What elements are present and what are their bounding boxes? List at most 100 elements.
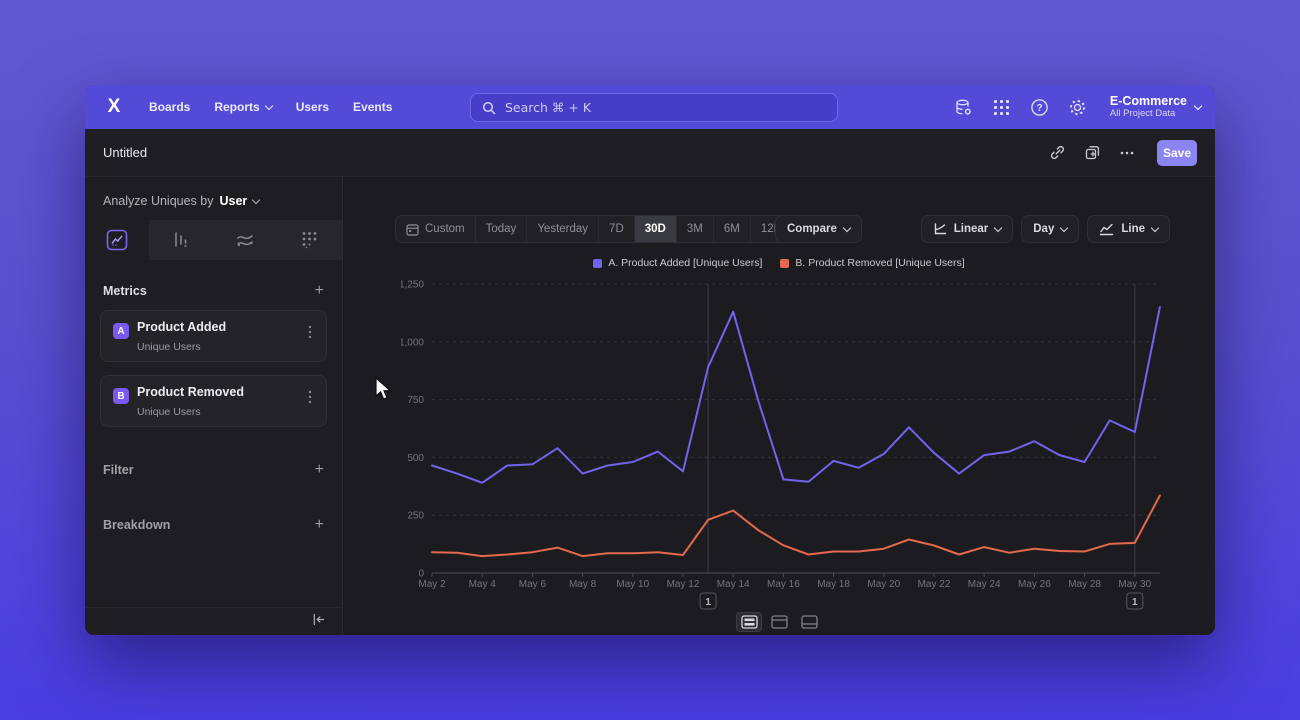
svg-text:May 12: May 12 [667, 579, 700, 590]
chevron-down-icon [842, 223, 852, 232]
tab-funnels[interactable] [149, 220, 213, 260]
calendar-icon [406, 223, 419, 236]
nav-item-reports[interactable]: Reports [214, 100, 273, 114]
svg-text:May 2: May 2 [418, 579, 446, 590]
metric-name: Product Removed [137, 385, 244, 399]
query-builder-sidebar: Analyze Uniques by User [85, 177, 343, 635]
nav-item-events[interactable]: Events [353, 100, 393, 114]
add-filter-button[interactable]: + [314, 461, 324, 478]
svg-text:May 24: May 24 [968, 579, 1001, 590]
svg-text:May 26: May 26 [1018, 579, 1051, 590]
add-metric-button[interactable]: + [314, 282, 324, 299]
svg-text:1: 1 [1132, 597, 1138, 608]
interval-dropdown[interactable]: Day [1021, 215, 1080, 243]
collapse-sidebar-icon[interactable] [311, 612, 326, 632]
metrics-header: Metrics [103, 284, 147, 298]
range-7d[interactable]: 7D [599, 216, 635, 242]
series-line [431, 306, 1161, 484]
svg-text:?: ? [1036, 103, 1042, 114]
svg-text:May 16: May 16 [767, 579, 800, 590]
range-6m[interactable]: 6M [714, 216, 751, 242]
tab-flows[interactable] [214, 220, 278, 260]
nav-right-cluster: ? E-Commerce All Project Data [954, 85, 1203, 129]
metric-measurement[interactable]: Unique Users [137, 406, 201, 418]
chart-and-table-view-icon[interactable] [736, 612, 762, 632]
svg-text:May 28: May 28 [1068, 579, 1101, 590]
settings-gear-icon[interactable] [1068, 98, 1087, 117]
chevron-down-icon [252, 195, 261, 204]
tab-retention[interactable] [278, 220, 342, 260]
annotation-badge[interactable]: 1 [699, 592, 717, 610]
range-yesterday[interactable]: Yesterday [527, 216, 600, 242]
copy-link-icon[interactable] [1048, 144, 1066, 162]
search-input[interactable]: Search ⌘ + K [470, 93, 838, 122]
svg-text:May 20: May 20 [867, 579, 900, 590]
svg-text:250: 250 [407, 511, 424, 522]
svg-text:May 30: May 30 [1118, 579, 1151, 590]
chart-type-dropdown[interactable]: Line [1087, 215, 1170, 243]
metric-letter-badge: B [113, 388, 129, 404]
metric-card-b[interactable]: B Product Removed Unique Users [100, 375, 327, 427]
search-icon [482, 101, 496, 114]
legend-item[interactable]: A. Product Added [Unique Users] [593, 257, 762, 269]
metric-card-a[interactable]: A Product Added Unique Users [100, 310, 327, 362]
report-title-bar: Untitled Save [85, 129, 1215, 177]
svg-text:750: 750 [407, 395, 424, 406]
top-nav: X Boards Reports Users Events Search ⌘ +… [85, 85, 1215, 129]
range-3m[interactable]: 3M [677, 216, 714, 242]
chevron-down-icon [1150, 223, 1160, 232]
chart-type-tabs [85, 220, 342, 260]
nav-links: Boards Reports Users Events [149, 100, 392, 114]
report-title[interactable]: Untitled [103, 145, 148, 160]
metric-measurement[interactable]: Unique Users [137, 341, 201, 353]
filter-label: Filter [103, 463, 134, 477]
save-button[interactable]: Save [1157, 139, 1197, 166]
apps-grid-icon[interactable] [992, 98, 1011, 117]
svg-text:May 18: May 18 [817, 579, 850, 590]
tab-insights[interactable] [85, 220, 149, 260]
metric-options-icon[interactable] [303, 324, 317, 345]
svg-text:May 4: May 4 [469, 579, 497, 590]
svg-text:0: 0 [418, 569, 424, 580]
search-placeholder: Search ⌘ + K [505, 100, 592, 115]
data-settings-icon[interactable] [954, 98, 973, 117]
metrics-header-row: Metrics + [103, 282, 324, 299]
line-chart-icon [1100, 223, 1114, 235]
metric-options-icon[interactable] [303, 389, 317, 410]
scale-dropdown[interactable]: Linear [920, 215, 1014, 243]
range-30d[interactable]: 30D [634, 216, 677, 242]
range-custom[interactable]: Custom [396, 216, 476, 242]
svg-text:1,000: 1,000 [401, 337, 424, 348]
filter-row: Filter + [103, 461, 324, 478]
svg-text:1,250: 1,250 [401, 280, 424, 291]
chevron-down-icon [1060, 223, 1069, 232]
duplicate-icon[interactable] [1083, 144, 1101, 162]
breakdown-label: Breakdown [103, 518, 171, 532]
annotation-badge[interactable]: 1 [1126, 592, 1144, 610]
analyze-value-dropdown[interactable]: User [219, 194, 248, 208]
help-icon[interactable]: ? [1030, 98, 1049, 117]
chart-only-view-icon[interactable] [766, 612, 792, 632]
nav-item-boards[interactable]: Boards [149, 100, 191, 114]
project-switcher[interactable]: E-Commerce All Project Data [1109, 94, 1203, 119]
table-only-view-icon[interactable] [796, 612, 822, 632]
svg-text:May 10: May 10 [616, 579, 649, 590]
svg-text:May 6: May 6 [519, 579, 547, 590]
nav-item-users[interactable]: Users [295, 100, 330, 114]
legend-item[interactable]: B. Product Removed [Unique Users] [780, 257, 965, 269]
more-icon[interactable] [1118, 144, 1136, 162]
analyze-row: Analyze Uniques by User [85, 177, 342, 208]
line-chart[interactable]: 0 250 500 750 1,000 1,250 May 2 May 4 May 6 May 8… [401, 275, 1193, 627]
add-breakdown-button[interactable]: + [314, 516, 324, 533]
range-today[interactable]: Today [476, 216, 528, 242]
mixpanel-logo-icon[interactable]: X [107, 96, 121, 117]
metric-name: Product Added [137, 320, 227, 334]
chevron-down-icon [264, 101, 273, 110]
mouse-cursor [375, 377, 392, 400]
compare-button[interactable]: Compare [775, 215, 862, 243]
svg-text:May 14: May 14 [717, 579, 750, 590]
chevron-down-icon [994, 223, 1003, 232]
series-line [431, 494, 1161, 558]
legend-label: B. Product Removed [Unique Users] [795, 257, 965, 269]
project-name: E-Commerce [1109, 94, 1187, 108]
